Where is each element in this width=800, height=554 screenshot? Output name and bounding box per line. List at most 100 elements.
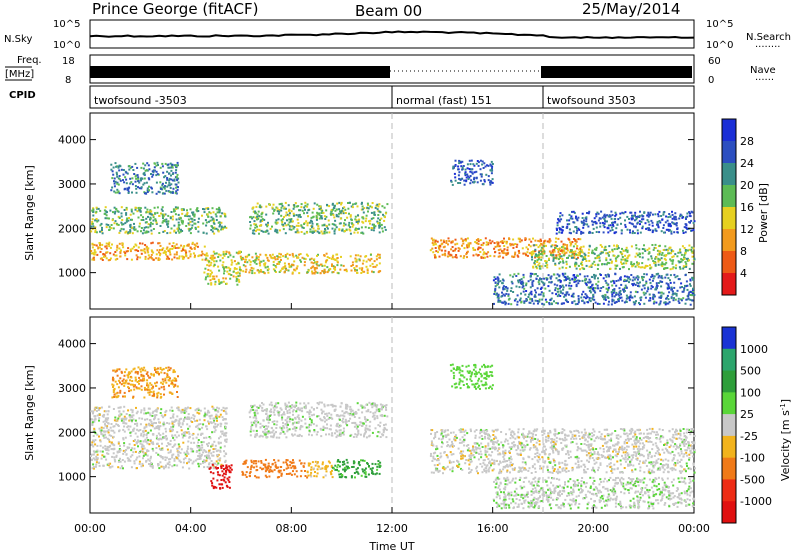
echo-cell <box>312 215 315 218</box>
echo-cell <box>558 227 561 230</box>
echo-cell <box>200 449 203 452</box>
echo-cell <box>155 410 158 413</box>
echo-cell <box>167 466 170 469</box>
echo-cell <box>641 227 644 230</box>
echo-cell <box>142 216 144 219</box>
echo-cell <box>580 220 583 223</box>
echo-cell <box>646 219 649 222</box>
echo-cell <box>148 443 151 446</box>
echo-cell <box>342 224 345 227</box>
echo-cell <box>163 192 166 195</box>
echo-cell <box>671 262 674 265</box>
echo-cell <box>151 447 154 450</box>
echo-cell <box>148 178 151 181</box>
echo-cell <box>674 253 677 256</box>
echo-cell <box>163 467 165 470</box>
echo-cell <box>637 285 639 287</box>
echo-cell <box>133 427 136 430</box>
echo-cell <box>369 205 372 208</box>
echo-cell <box>625 301 628 303</box>
echo-cell <box>179 217 182 220</box>
echo-cell <box>162 380 165 383</box>
echo-cell <box>170 211 173 213</box>
echo-cell <box>155 368 158 371</box>
echo-cell <box>153 414 156 417</box>
echo-cell <box>650 219 653 222</box>
echo-cell <box>170 174 172 177</box>
echo-cell <box>207 442 210 445</box>
echo-cell <box>354 254 357 257</box>
echo-cell <box>194 226 197 229</box>
echo-cell <box>649 264 651 267</box>
echo-cell <box>190 226 193 229</box>
echo-cell <box>558 274 561 277</box>
echo-cell <box>95 463 98 466</box>
echo-cell <box>144 169 147 172</box>
echo-cell <box>496 241 499 244</box>
echo-cell <box>592 293 595 296</box>
echo-cell <box>483 162 486 165</box>
echo-cell <box>205 207 208 210</box>
echo-cell <box>378 253 381 256</box>
echo-cell <box>609 258 612 261</box>
echo-cell <box>661 261 664 264</box>
echo-cell <box>148 412 151 415</box>
echo-cell <box>624 259 627 262</box>
echo-cell <box>104 433 107 436</box>
echo-cell <box>159 461 162 464</box>
echo-cell <box>643 287 646 290</box>
echo-cell <box>538 240 541 243</box>
echo-cell <box>291 271 294 274</box>
echo-cell <box>624 284 627 287</box>
echo-cell <box>491 240 494 243</box>
echo-cell <box>99 440 102 443</box>
echo-cell <box>581 231 583 234</box>
echo-cell <box>506 246 509 249</box>
echo-cell <box>494 287 497 290</box>
echo-cell <box>161 184 164 187</box>
echo-cell <box>566 257 568 259</box>
echo-cell <box>145 423 148 426</box>
echo-cell <box>367 226 370 229</box>
echo-cell <box>503 288 506 291</box>
echo-cell <box>686 284 689 287</box>
echo-cell <box>663 254 666 257</box>
echo-cell <box>237 278 240 281</box>
echo-cell <box>687 293 690 296</box>
echo-cell <box>173 246 176 249</box>
echo-cell <box>293 205 296 208</box>
echo-cell <box>643 266 646 269</box>
echo-cell <box>561 266 564 269</box>
echo-cell <box>162 186 165 189</box>
echo-cell <box>502 256 505 259</box>
echo-cell <box>671 260 674 263</box>
echo-cell <box>525 246 528 249</box>
echo-cell <box>358 258 361 261</box>
echo-cell <box>232 255 235 258</box>
echo-cell <box>626 256 629 259</box>
echo-cell <box>104 245 107 248</box>
echo-cell <box>527 248 529 251</box>
echo-cell <box>217 462 220 465</box>
echo-cell <box>145 440 148 443</box>
echo-cell <box>613 232 616 235</box>
echo-cell <box>351 261 354 264</box>
echo-cell <box>531 298 533 301</box>
nave-dots: ...... <box>755 72 774 83</box>
echo-cell <box>168 391 171 394</box>
echo-cell <box>150 221 152 224</box>
echo-cell <box>272 257 275 259</box>
echo-cell <box>326 271 329 274</box>
echo-cell <box>131 177 134 180</box>
echo-cell <box>589 231 592 234</box>
echo-cell <box>616 223 619 226</box>
echo-cell <box>520 292 522 295</box>
echo-cell <box>177 434 180 437</box>
echo-cell <box>679 248 682 251</box>
echo-cell <box>667 224 670 227</box>
echo-cell <box>667 283 670 286</box>
echo-cell <box>576 303 579 305</box>
echo-cell <box>655 301 658 304</box>
echo-cell <box>188 229 191 232</box>
